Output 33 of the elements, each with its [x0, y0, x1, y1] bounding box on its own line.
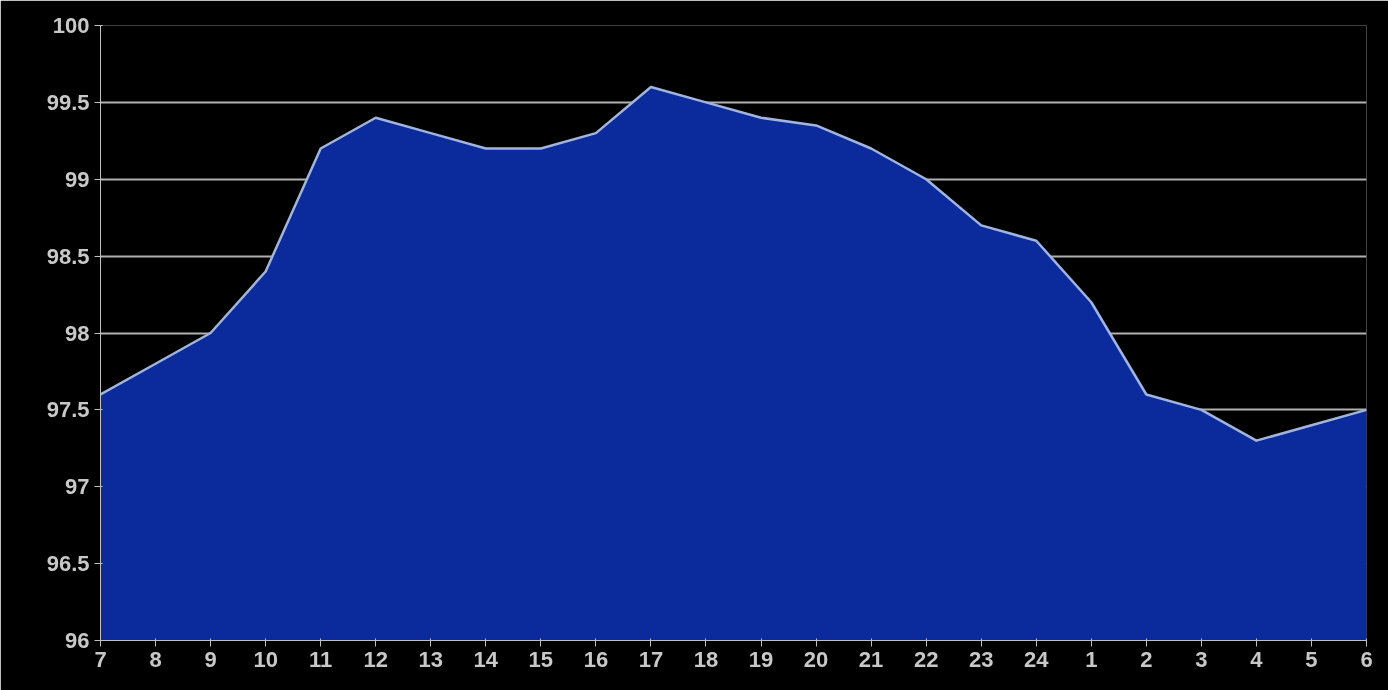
x-tick-label: 23 [968, 646, 994, 672]
x-tick-label: 17 [638, 646, 664, 672]
x-tick-label: 7 [94, 646, 107, 672]
x-tick-label: 10 [253, 646, 278, 672]
x-tick-label: 8 [149, 646, 162, 672]
y-tick-label: 97 [65, 474, 90, 500]
y-tick-label: 96.5 [46, 551, 90, 577]
x-tick-label: 19 [748, 646, 774, 672]
x-tick-label: 13 [418, 646, 444, 672]
y-tick-label: 98 [65, 320, 90, 346]
x-tick-label: 12 [363, 646, 388, 672]
y-tick-label: 98.5 [46, 243, 90, 269]
y-tick-label: 99 [65, 166, 90, 192]
x-tick-label: 2 [1140, 646, 1153, 672]
x-tick-label: 9 [204, 646, 217, 672]
x-tick-label: 24 [1024, 646, 1050, 672]
x-tick-label: 21 [858, 646, 884, 672]
x-tick-label: 18 [693, 646, 719, 672]
x-tick-label: 14 [473, 646, 499, 672]
x-tick-label: 6 [1360, 646, 1373, 672]
y-tick-label: 96 [65, 628, 90, 653]
y-tick-label: 97.5 [46, 397, 90, 423]
y-tick-label: 99.5 [46, 89, 90, 115]
y-tick-label: 100 [52, 13, 90, 38]
x-tick-label: 5 [1305, 646, 1318, 672]
x-tick-label: 3 [1195, 646, 1208, 672]
x-tick-label: 16 [583, 646, 609, 672]
x-tick-label: 22 [913, 646, 939, 672]
x-tick-label: 11 [309, 646, 333, 672]
x-tick-label: 20 [803, 646, 829, 672]
x-tick-label: 4 [1250, 646, 1264, 672]
x-tick-label: 15 [528, 646, 554, 672]
x-tick-label: 1 [1085, 646, 1098, 672]
